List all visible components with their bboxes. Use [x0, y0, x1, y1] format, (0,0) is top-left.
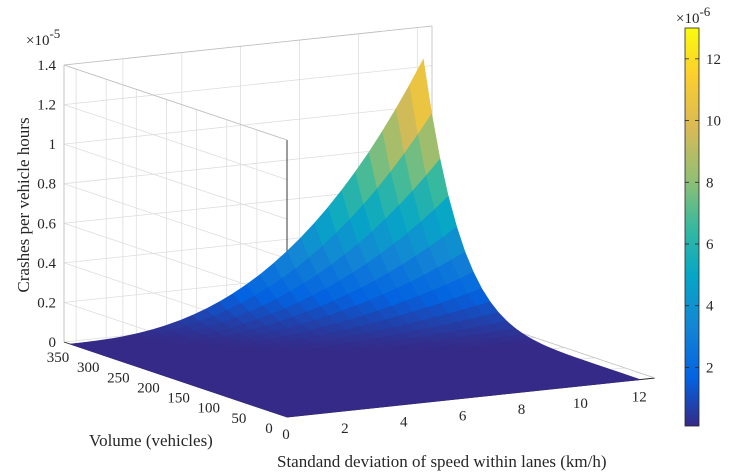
y-tick-label: 300 — [77, 360, 100, 376]
colorbar-tick-label: 10 — [706, 114, 721, 130]
x-tick-label: 4 — [400, 415, 408, 431]
z-tick-label: 0.2 — [37, 295, 56, 311]
z-tick-label: 1.2 — [37, 98, 56, 114]
x-axis-label: Standand deviation of speed within lanes… — [277, 452, 607, 471]
surface-patch — [618, 376, 641, 382]
x-tick-label: 8 — [518, 402, 526, 418]
y-tick-label: 250 — [107, 370, 130, 386]
box-edge — [63, 64, 288, 141]
z-tick-label: 0 — [49, 335, 57, 351]
colorbar-gradient — [684, 27, 700, 427]
tick-labels: 0 0.2 0.4 0.6 0.8 1 1.2 1.4 0 2 4 6 8 10 12 0 50 100 150 20… — [37, 58, 647, 443]
x-tick-label: 10 — [573, 396, 588, 412]
colorbar-tick-label: 2 — [706, 360, 714, 376]
y-tick-label: 150 — [167, 391, 190, 407]
x-tick-label: 2 — [341, 421, 349, 437]
box-edge — [63, 25, 433, 66]
y-tick-label: 100 — [197, 401, 220, 417]
z-tick-label: 0.6 — [37, 216, 56, 232]
colorbar-tick-label: 12 — [706, 52, 721, 68]
x-tick-label: 6 — [459, 408, 467, 424]
y-tick-label: 50 — [231, 411, 246, 427]
z-tick-label: 0.8 — [37, 177, 56, 193]
y-tick-label: 350 — [47, 350, 70, 366]
surface-plot — [69, 58, 641, 418]
z-exponent-label: ×10-5 — [26, 26, 60, 49]
colorbar-tick-label: 4 — [706, 299, 714, 315]
colorbar-tick-label: 6 — [706, 237, 714, 253]
z-tick-label: 1.4 — [37, 58, 56, 74]
z-tick-label: 0.4 — [37, 256, 56, 272]
colorbar: 2 4 6 8 10 12 ×10-6 — [676, 4, 721, 427]
y-axis-label: Volume (vehicles) — [89, 431, 213, 450]
z-axis-label: Crashes per vehicle hours — [14, 117, 33, 292]
x-tick-label: 12 — [632, 390, 647, 406]
z-tick-label: 1 — [49, 137, 57, 153]
colorbar-ticks: 2 4 6 8 10 12 — [685, 52, 721, 376]
colorbar-tick-label: 8 — [706, 175, 714, 191]
y-tick-label: 200 — [137, 380, 160, 396]
y-tick-label: 0 — [265, 421, 273, 437]
colorbar-exponent-label: ×10-6 — [676, 4, 711, 27]
x-tick-label: 0 — [282, 427, 290, 443]
